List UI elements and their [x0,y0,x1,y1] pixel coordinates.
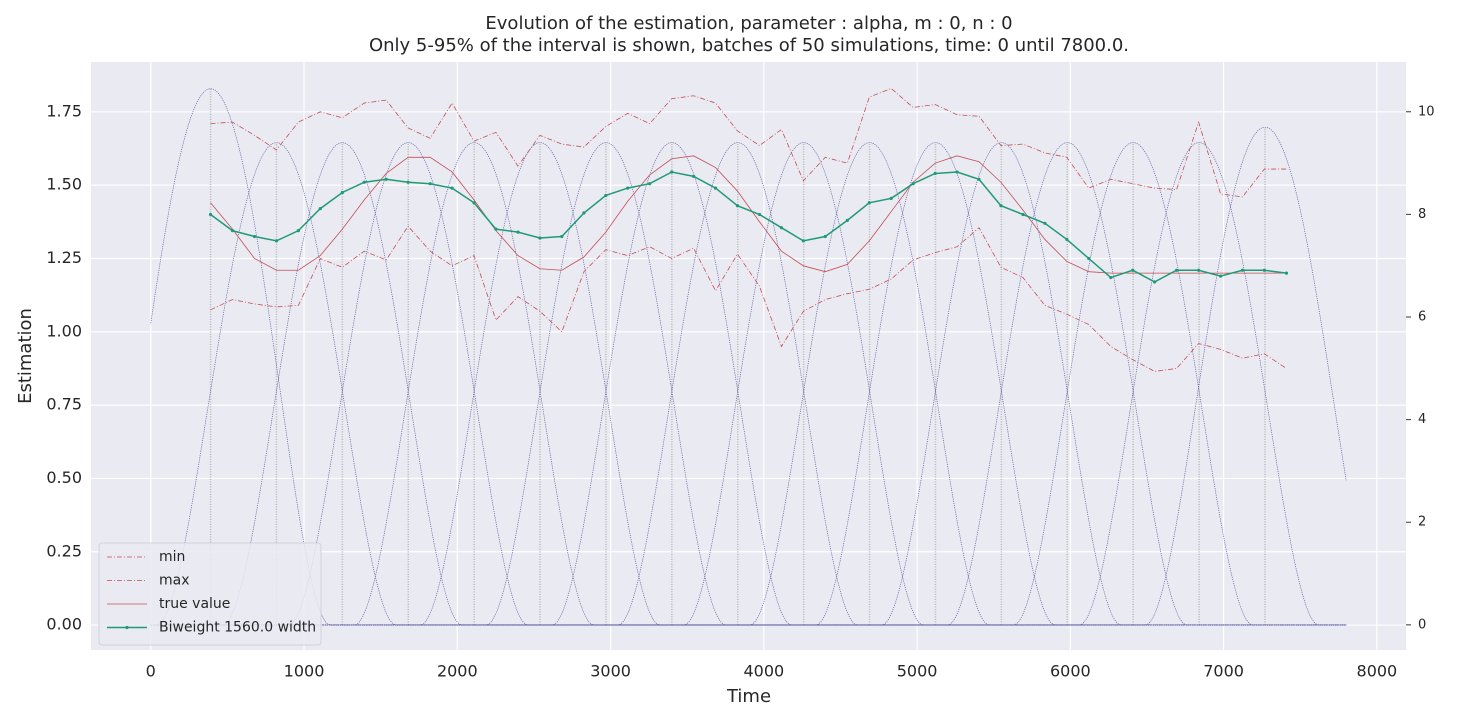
series-marker [296,229,300,233]
series-marker [494,227,498,231]
series-marker [384,177,388,181]
series-marker [626,186,630,190]
series-marker [1065,237,1069,242]
y-tick-label: 0.75 [46,395,82,414]
series-marker [1284,271,1289,275]
series-marker [692,174,696,178]
legend-box [98,542,322,646]
y-tick-label: 1.75 [46,101,82,120]
series-marker [450,186,454,190]
y2-tick-label: 10 [1418,104,1435,119]
y2-tick-label: 4 [1418,412,1426,427]
x-tick-label: 3000 [590,662,631,681]
series-marker [955,170,959,174]
legend-label: true value [159,596,230,612]
series-marker [1109,275,1113,280]
series-marker [1021,212,1025,217]
y-tick-label: 0.00 [46,615,82,634]
series-marker [582,211,586,215]
x-tick-label: 4000 [743,662,784,681]
x-tick-label: 0 [146,662,156,681]
kernel-curve [150,142,1347,626]
legend-marker [125,625,129,630]
legend-label: Biweight 1560.0 width [159,620,316,636]
series-marker [318,207,322,211]
series-line [210,87,1287,198]
series-marker [1043,221,1047,225]
series-marker [516,230,520,234]
series-marker [977,177,981,181]
x-axis-label: Time [726,686,771,707]
x-tick-label: 1000 [284,662,325,681]
series-marker [670,170,674,174]
chart-title: Evolution of the estimation, parameter :… [485,13,1012,34]
series-marker [1240,268,1245,272]
series-marker [538,236,542,240]
y-tick-label: 1.00 [46,321,82,340]
series-marker [801,239,805,243]
series-marker [845,218,849,222]
series-marker [208,212,213,217]
series-marker [362,180,366,184]
series-marker [1087,256,1091,261]
series-marker [713,186,718,190]
series-marker [823,234,827,239]
series-marker [1262,268,1266,272]
series-marker [867,201,871,205]
x-tick-label: 6000 [1050,662,1091,681]
series-marker [604,193,608,198]
series-marker [911,182,915,186]
series-marker [1218,274,1223,278]
legend-label: max [159,573,190,589]
series-marker [428,182,432,186]
x-tick-label: 5000 [897,662,938,681]
series-line [210,155,1287,274]
series-marker [735,204,740,208]
series-marker [648,182,652,186]
chart-subtitle: Only 5-95% of the interval is shown, bat… [369,35,1129,56]
series-marker [472,201,476,205]
x-tick-label: 7000 [1203,662,1244,681]
series-marker [230,229,235,233]
kernel-curve [150,142,1347,626]
series-marker [340,190,344,195]
series-marker [1174,268,1179,272]
series-marker [252,234,257,239]
kernel-curve [150,142,1347,626]
y-tick-label: 0.25 [46,541,82,560]
kernel-curve [150,142,1347,626]
y-tick-label: 0.50 [46,468,82,487]
x-tick-label: 8000 [1357,662,1398,681]
series-marker [560,234,564,239]
y-tick-label: 1.25 [46,248,82,267]
series-line [210,225,1287,372]
y2-tick-label: 2 [1418,515,1426,530]
series-marker [889,196,893,200]
y2-tick-label: 0 [1418,617,1426,632]
y-axis-label: Estimation [15,308,36,404]
series-marker [757,212,762,217]
series-marker [1131,268,1135,272]
series-line [210,171,1287,283]
y2-tick-label: 8 [1418,207,1426,222]
series-marker [999,204,1003,208]
legend-label: min [159,549,185,565]
series-marker [779,226,784,230]
plot-content [150,87,1347,626]
y2-tick-label: 6 [1418,310,1426,325]
x-tick-label: 2000 [437,662,478,681]
y-tick-label: 1.50 [46,175,82,194]
series-marker [933,171,937,176]
series-marker [406,180,410,184]
series-marker [1197,268,1201,272]
series-marker [274,239,279,243]
series-marker [1153,280,1157,284]
